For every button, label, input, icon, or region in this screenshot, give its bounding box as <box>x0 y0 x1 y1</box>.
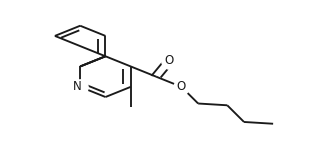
Text: O: O <box>177 80 186 93</box>
Text: N: N <box>73 80 82 93</box>
Text: O: O <box>164 54 174 67</box>
